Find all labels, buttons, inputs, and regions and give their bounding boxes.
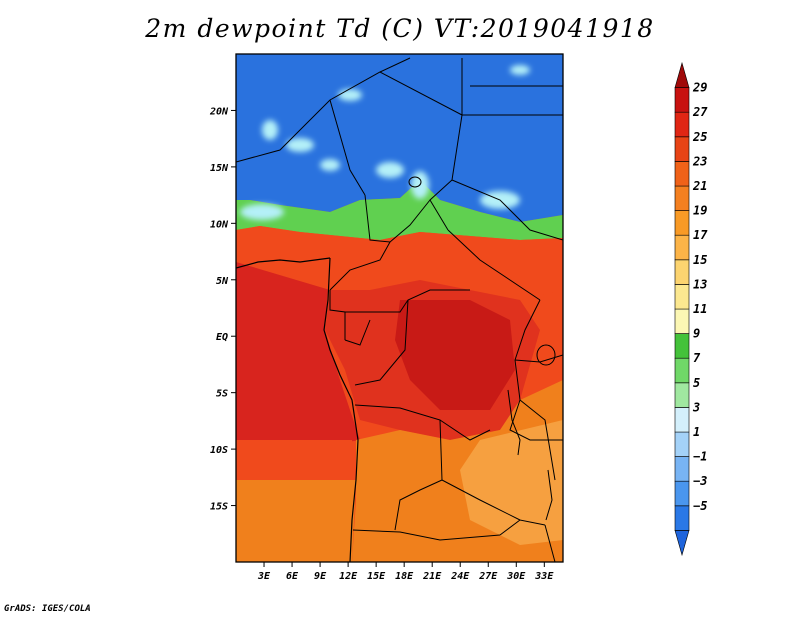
- lake-malawi: [545, 469, 553, 521]
- colorbar-label: 29: [692, 81, 707, 95]
- colorbar-label: 5: [693, 376, 700, 390]
- lat-tick-label: 10N: [210, 219, 229, 230]
- colorbar-segment: [674, 333, 690, 359]
- border-line: [329, 99, 366, 196]
- border-line: [499, 519, 546, 536]
- border-line: [354, 404, 443, 481]
- colorbar-segment: [674, 431, 690, 457]
- border-line: [519, 399, 556, 481]
- border-line: [509, 399, 563, 441]
- lon-tick-label: 3E: [257, 571, 271, 582]
- colorbar-label: 15: [693, 253, 707, 267]
- colorbar-segment: [674, 530, 690, 557]
- colorbar-label: 1: [693, 425, 700, 439]
- lake-chad: [408, 176, 422, 188]
- lat-tick-label: EQ: [216, 332, 228, 343]
- lon-tick-label: 24E: [450, 571, 470, 582]
- sea-south-area-2: [236, 480, 356, 562]
- longitude-axis: 3E 6E 9E 12E 15E 18E 21E 24E 27E 30E 33E: [257, 562, 554, 582]
- border-line: [329, 241, 391, 291]
- border-line: [439, 419, 491, 441]
- latitude-axis: 20N 15N 10N 5N EQ 5S 10S 15S: [209, 106, 236, 513]
- border-line: [354, 299, 409, 386]
- lon-tick-label: 15E: [367, 571, 386, 582]
- lakes: [408, 176, 556, 521]
- border-line: [447, 229, 541, 301]
- colorbar-label: 13: [693, 277, 707, 291]
- colorbar: 29 27 25 23 21 19 17 15 13 11 9 7 5 3 1 −1 −3 −5: [674, 61, 708, 557]
- south-east-area: [460, 420, 563, 545]
- colorbar-segment: [674, 87, 690, 113]
- coastline: [236, 257, 331, 269]
- border-line: [394, 479, 443, 531]
- lat-tick-label: 5N: [216, 276, 229, 287]
- colorbar-label: 9: [693, 327, 700, 341]
- colorbar-label: −3: [693, 474, 707, 488]
- colorbar-segment: [674, 308, 690, 334]
- colorbar-label: −5: [693, 499, 707, 513]
- grads-credit: GrADS: IGES/COLA: [4, 604, 91, 614]
- congo-core-area: [395, 300, 515, 410]
- colorbar-segment: [674, 185, 690, 211]
- transition-band: [236, 180, 563, 240]
- border-line: [514, 299, 541, 401]
- colorbar-label: 3: [692, 400, 700, 414]
- savanna-area: [236, 226, 563, 300]
- border-line: [329, 290, 346, 340]
- dewpoint-field: [236, 54, 563, 562]
- country-borders: [236, 57, 563, 562]
- colorbar-segment: [674, 210, 690, 236]
- lon-tick-label: 30E: [506, 571, 526, 582]
- colorbar-label: 23: [692, 154, 707, 168]
- lat-tick-label: 15S: [210, 502, 228, 513]
- colorbar-label: −1: [693, 450, 707, 464]
- colorbar-segment: [674, 357, 690, 384]
- colorbar-segment: [674, 382, 690, 408]
- border-line: [429, 114, 463, 231]
- lat-tick-label: 5S: [216, 389, 228, 400]
- colorbar-segment: [674, 407, 690, 433]
- sea-west-area: [236, 258, 360, 460]
- colorbar-segment: [674, 505, 690, 531]
- colorbar-label: 27: [692, 105, 708, 119]
- border-line: [451, 179, 563, 241]
- lake-victoria: [536, 344, 556, 366]
- lon-tick-label: 6E: [286, 571, 299, 582]
- colorbar-segment: [674, 480, 690, 507]
- colorbar-segment: [674, 61, 690, 88]
- colorbar-segment: [674, 161, 690, 187]
- border-line: [352, 529, 501, 541]
- border-line: [344, 319, 371, 346]
- colorbar-label: 19: [693, 204, 707, 218]
- lon-tick-label: 9E: [314, 571, 327, 582]
- lat-tick-label: 15N: [210, 163, 229, 174]
- north-dry-area: [236, 54, 563, 222]
- lon-tick-label: 18E: [395, 571, 414, 582]
- colorbar-label: 17: [693, 228, 708, 242]
- colorbar-segment: [674, 111, 690, 138]
- plot-frame: [235, 53, 564, 563]
- colorbar-label: 21: [692, 179, 707, 193]
- border-line: [441, 479, 521, 521]
- border-line: [544, 524, 556, 562]
- colorbar-segment: [674, 284, 690, 310]
- lon-tick-label: 12E: [339, 571, 358, 582]
- sea-south-area: [236, 440, 356, 480]
- colorbar-segment: [674, 234, 690, 261]
- colorbar-segment: [674, 136, 690, 162]
- chart-title: 2m dewpoint Td (C) VT:2019041918: [145, 14, 655, 43]
- colorbar-label: 11: [693, 302, 707, 316]
- lon-tick-label: 21E: [422, 571, 442, 582]
- lon-tick-label: 33E: [534, 571, 554, 582]
- lat-tick-label: 20N: [209, 106, 229, 117]
- lake-tanganyika: [507, 389, 521, 456]
- colorbar-segment: [674, 259, 690, 285]
- lat-tick-label: 10S: [210, 445, 228, 456]
- colorbar-label: 25: [692, 130, 707, 144]
- lon-tick-label: 27E: [478, 571, 498, 582]
- coastline: [323, 257, 359, 562]
- colorbar-segment: [674, 456, 690, 482]
- colorbar-label: 7: [693, 351, 701, 365]
